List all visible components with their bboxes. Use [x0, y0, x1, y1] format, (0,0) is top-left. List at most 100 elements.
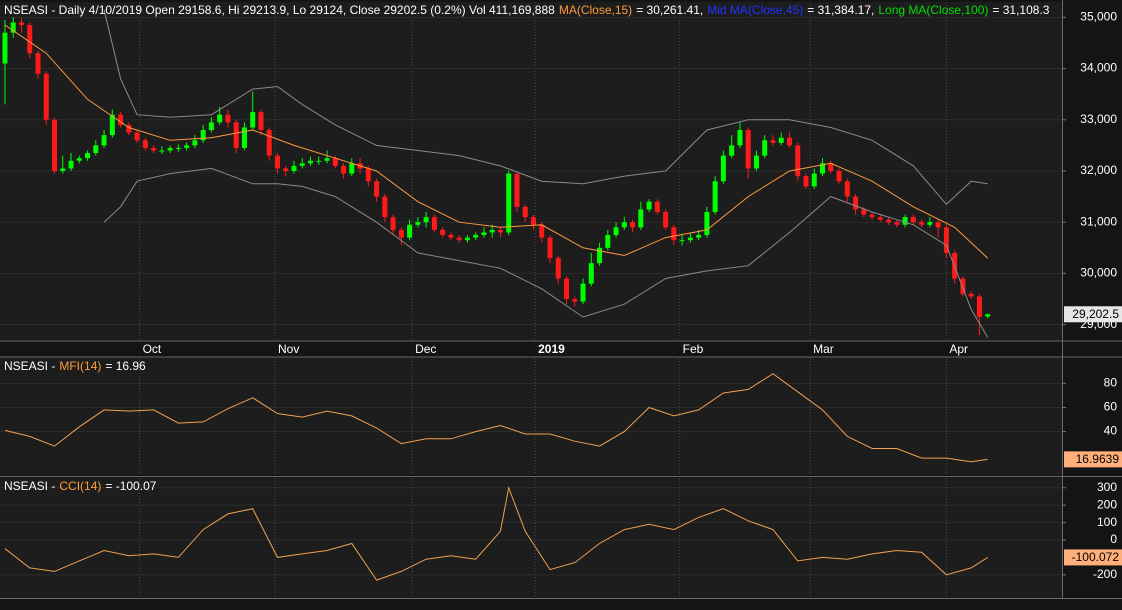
candle-body [737, 130, 743, 146]
candle-body [283, 168, 289, 171]
candle-body [2, 32, 8, 64]
candle-body [588, 263, 594, 284]
candle-body [208, 122, 214, 131]
candle-body [341, 165, 347, 174]
candle-body [473, 235, 479, 238]
candle-body [167, 147, 173, 151]
x-tick-label: Nov [278, 342, 299, 356]
candle-body [365, 168, 371, 182]
candle-body [712, 181, 718, 212]
candle-body [142, 140, 148, 148]
candle-body [555, 258, 561, 279]
pane-header: NSEASI - Daily 4/10/2019 Open 29158.6, H… [4, 3, 1050, 17]
candle-body [564, 278, 570, 300]
candle-body [308, 160, 314, 164]
candle-body [217, 114, 223, 123]
value-tag: 29,202.5 [1064, 306, 1122, 323]
candle-body [332, 158, 338, 166]
candle-body [126, 124, 132, 133]
tag-box [1064, 306, 1122, 323]
candle-body [175, 147, 181, 149]
candle-body [506, 173, 512, 233]
candle-body [910, 217, 916, 223]
candle-body [778, 137, 784, 143]
candle-body [324, 158, 330, 161]
tag-label: 16.9639 [1076, 452, 1120, 466]
y-tick-label: 32,000 [1080, 163, 1117, 177]
candle-body [671, 227, 677, 241]
candle-body [869, 214, 875, 218]
candle-body [786, 137, 792, 146]
candle-body [258, 112, 264, 131]
candle-body [10, 22, 16, 33]
candle-body [423, 217, 429, 223]
candle-body [27, 25, 33, 54]
candle-body [861, 209, 867, 215]
candle-body [76, 158, 82, 161]
pane-header: NSEASI - CCI(14) = -100.07 [4, 479, 157, 493]
candle-body [580, 283, 586, 302]
x-tick-label: 2019 [538, 342, 565, 356]
candle-body [663, 211, 669, 228]
header-part: = 30,261.41, [636, 3, 703, 17]
tag-box [1064, 549, 1122, 566]
candle-body [299, 163, 305, 166]
candle-body [374, 181, 380, 197]
candle-body [35, 53, 41, 74]
candle-body [762, 140, 768, 156]
header-part: NSEASI - [4, 359, 55, 373]
candle-body [233, 122, 239, 148]
candle-body [613, 227, 619, 236]
candle-body [489, 229, 495, 233]
candle-body [844, 181, 850, 197]
line [4, 373, 988, 463]
candle-body [250, 112, 256, 128]
candle-body [630, 222, 636, 228]
candle-body [274, 155, 280, 169]
candle-body [902, 217, 908, 225]
candle-body [968, 293, 974, 297]
y-tick-label: 100 [1097, 515, 1117, 529]
y-tick-label: 33,000 [1080, 112, 1117, 126]
mfi-pane [0, 358, 1062, 475]
x-tick-label: Mar [813, 342, 834, 356]
candle-body [704, 211, 710, 236]
header-part: MA(Close,15) [559, 3, 632, 17]
candle-body [638, 209, 644, 228]
value-tag: 16.9639 [1064, 451, 1122, 468]
candle-body [514, 173, 520, 207]
candle-body [440, 229, 446, 236]
candle-body [877, 217, 883, 220]
candle-body [151, 147, 157, 151]
candle-body [225, 114, 231, 123]
line [4, 24, 989, 259]
header-part: = 31,384.17, [807, 3, 874, 17]
x-tick-label: Apr [949, 342, 968, 356]
candle-body [415, 222, 421, 225]
candle-body [407, 224, 413, 238]
candle-body [184, 145, 190, 148]
y-tick-label: 34,000 [1080, 61, 1117, 75]
candle-body [101, 135, 107, 146]
candle-body [134, 132, 140, 141]
candle-body [820, 163, 826, 174]
candle-body [382, 196, 388, 218]
candle-body [803, 176, 809, 187]
candle-body [720, 155, 726, 182]
tag-box [1064, 451, 1122, 468]
candle-body [85, 153, 91, 159]
x-tick-label: Dec [415, 342, 436, 356]
candle-body [539, 224, 545, 238]
line [103, 167, 989, 338]
candle-body [497, 229, 503, 233]
y-tick-label: -200 [1093, 567, 1117, 581]
cci-pane [0, 478, 1062, 598]
candle-body [390, 217, 396, 230]
candle-body [241, 127, 247, 148]
candle-body [621, 222, 627, 228]
plot [4, 485, 988, 581]
candle-body [118, 114, 124, 125]
candle-body [836, 171, 842, 182]
candle-body [696, 235, 702, 238]
line [4, 485, 988, 581]
